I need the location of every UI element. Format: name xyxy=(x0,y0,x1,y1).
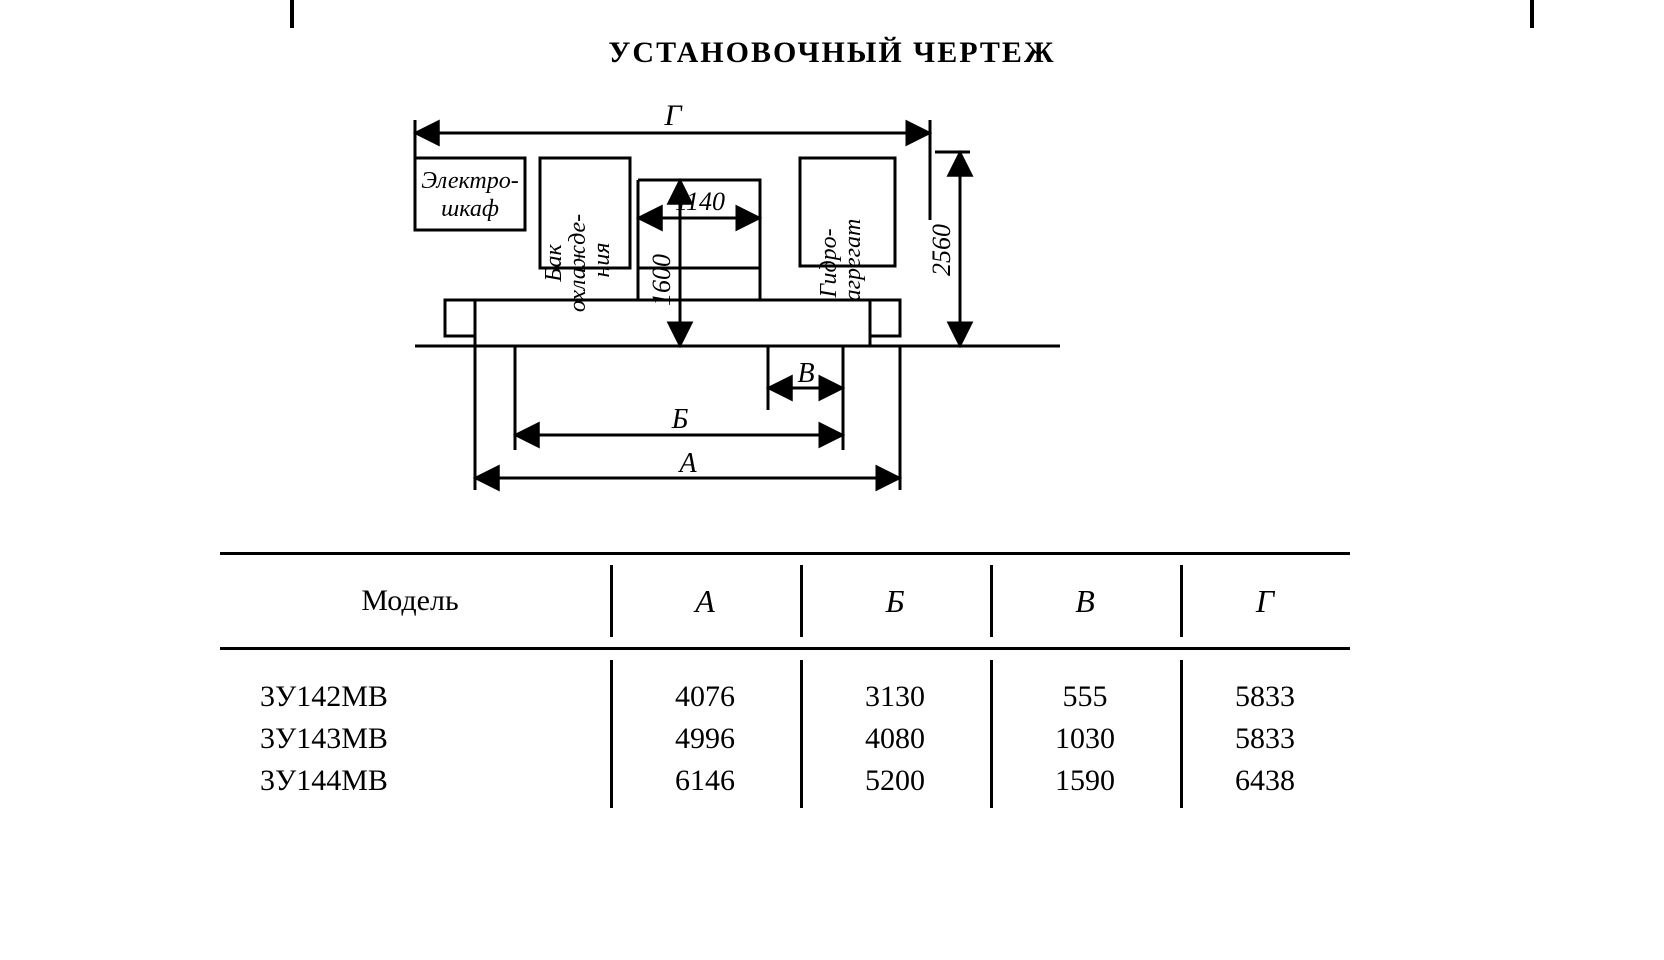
cell-G: 6438 xyxy=(1180,764,1350,798)
cell-A: 4996 xyxy=(610,722,800,756)
dim-label-A: А xyxy=(677,448,697,479)
cell-model: 3У143МВ xyxy=(220,722,610,756)
dim-label-B: Б xyxy=(671,404,689,435)
table-header-G: Г xyxy=(1180,555,1350,647)
cell-A: 4076 xyxy=(610,680,800,714)
dim-1140: 1140 xyxy=(675,187,725,216)
dim-label-G: Г xyxy=(663,99,683,132)
cell-A: 6146 xyxy=(610,764,800,798)
installation-diagram: Г Электро- шкаф Бак охлажде- ния Гидро- … xyxy=(380,100,1100,500)
cell-V: 555 xyxy=(990,680,1180,714)
box-electro-line1: Электро- xyxy=(421,168,519,194)
table-header-A: А xyxy=(610,555,800,647)
cell-model: 3У142МВ xyxy=(220,680,610,714)
dim-label-V: В xyxy=(797,358,814,389)
box-gidro: Гидро- агрегат xyxy=(816,219,866,302)
dimensions-table: Модель А Б В Г 3У142МВ 4076 3130 555 583… xyxy=(220,552,1350,802)
cell-G: 5833 xyxy=(1180,680,1350,714)
cell-B: 3130 xyxy=(800,680,990,714)
table-header-model: Модель xyxy=(220,555,610,647)
cell-model: 3У144МВ xyxy=(220,764,610,798)
cell-B: 5200 xyxy=(800,764,990,798)
cell-V: 1030 xyxy=(990,722,1180,756)
crop-mark-left xyxy=(290,0,294,28)
page-title: УСТАНОВОЧНЫЙ ЧЕРТЕЖ xyxy=(608,36,1055,70)
crop-mark-right xyxy=(1530,0,1534,28)
cell-V: 1590 xyxy=(990,764,1180,798)
table-body: 3У142МВ 4076 3130 555 5833 3У143МВ 4996 … xyxy=(220,650,1350,802)
box-electro-line2: шкаф xyxy=(441,196,499,222)
dim-1600: 1600 xyxy=(647,254,676,306)
dim-2560: 2560 xyxy=(927,224,956,276)
table-header-B: Б xyxy=(800,555,990,647)
cell-G: 5833 xyxy=(1180,722,1350,756)
cell-B: 4080 xyxy=(800,722,990,756)
table-header-row: Модель А Б В Г xyxy=(220,555,1350,647)
box-bak: Бак охлажде- ния xyxy=(541,208,615,312)
table-header-V: В xyxy=(990,555,1180,647)
